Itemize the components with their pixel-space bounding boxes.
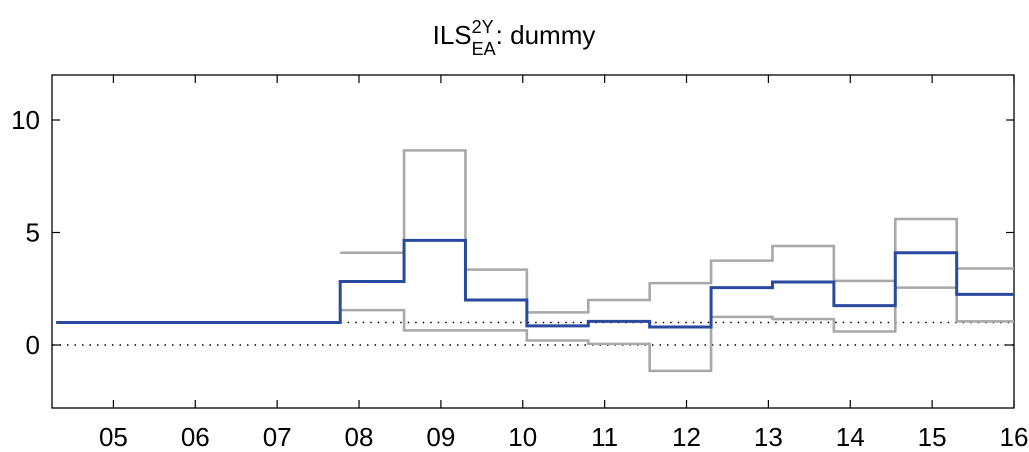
series-median-line [56,238,1014,329]
x-tick-label-16: 16 [1000,422,1029,452]
title-base: ILS [433,20,472,50]
title-superscript: 2Y [472,17,494,37]
x-tick-label-15: 15 [918,422,947,452]
x-axis: 05 06 07 08 09 10 11 12 13 14 15 16 [99,75,1029,452]
plot-frame [51,74,1015,409]
x-tick-label-14: 14 [836,422,865,452]
x-tick-label-06: 06 [181,422,210,452]
x-tick-label-05: 05 [99,422,128,452]
x-tick-label-12: 12 [672,422,701,452]
x-tick-label-09: 09 [426,422,455,452]
x-tick-label-07: 07 [263,422,292,452]
title-suffix: : dummy [496,20,596,50]
title-subscript: EA [472,39,496,59]
y-tick-label-0: 0 [26,330,40,360]
series-lower-band-line [340,286,1014,373]
x-tick-label-08: 08 [345,422,374,452]
series-layer [56,149,1014,373]
y-axis: 0 5 10 [11,105,1014,360]
chart-title: ILS2Y EA: dummy [433,17,596,59]
y-tick-label-5: 5 [26,218,40,248]
series-upper-band-line [340,149,1014,314]
y-tick-label-10: 10 [11,105,40,135]
x-tick-label-11: 11 [591,422,618,452]
reference-lines [52,321,1014,346]
x-tick-label-13: 13 [754,422,783,452]
x-tick-label-10: 10 [508,422,537,452]
